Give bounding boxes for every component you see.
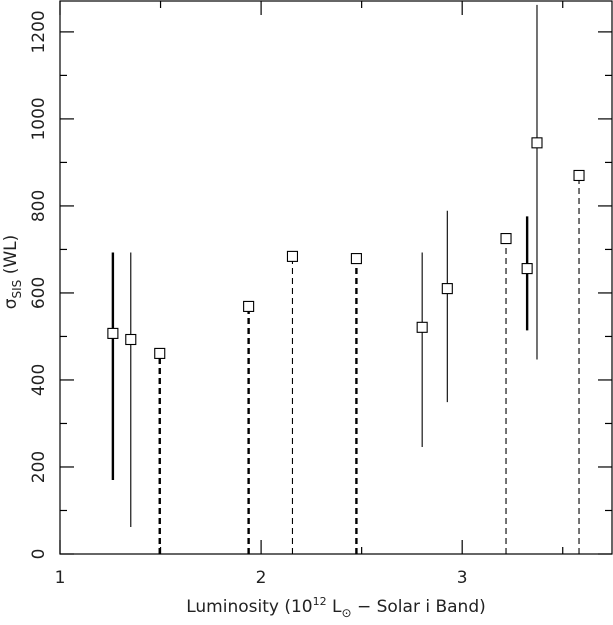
plot-frame [59,0,613,555]
marker [125,333,137,346]
marker [531,137,543,149]
marker [500,233,512,245]
marker [441,283,453,295]
x-tick-label: 1 [55,568,66,588]
marker [350,253,362,265]
marker [243,300,255,312]
y-axis-label: σSIS (WL) [1,235,24,310]
marker [521,263,533,275]
marker [154,347,166,359]
y-tick-label: 1200 [29,10,49,53]
y-tick-label: 0 [29,549,49,560]
x-tick-label: 3 [457,568,468,588]
y-tick-label: 400 [29,364,49,396]
x-axis-label: Luminosity (1012 L⊙ − Solar i Band) [186,595,486,620]
y-tick-label: 600 [29,277,49,309]
x-tick-label: 2 [256,568,267,588]
marker [286,250,299,262]
y-tick-label: 200 [29,451,49,483]
marker [416,321,428,333]
y-tick-label: 800 [29,190,49,222]
y-tick-label: 1000 [29,97,49,140]
marker [107,327,119,339]
marker [573,169,585,182]
